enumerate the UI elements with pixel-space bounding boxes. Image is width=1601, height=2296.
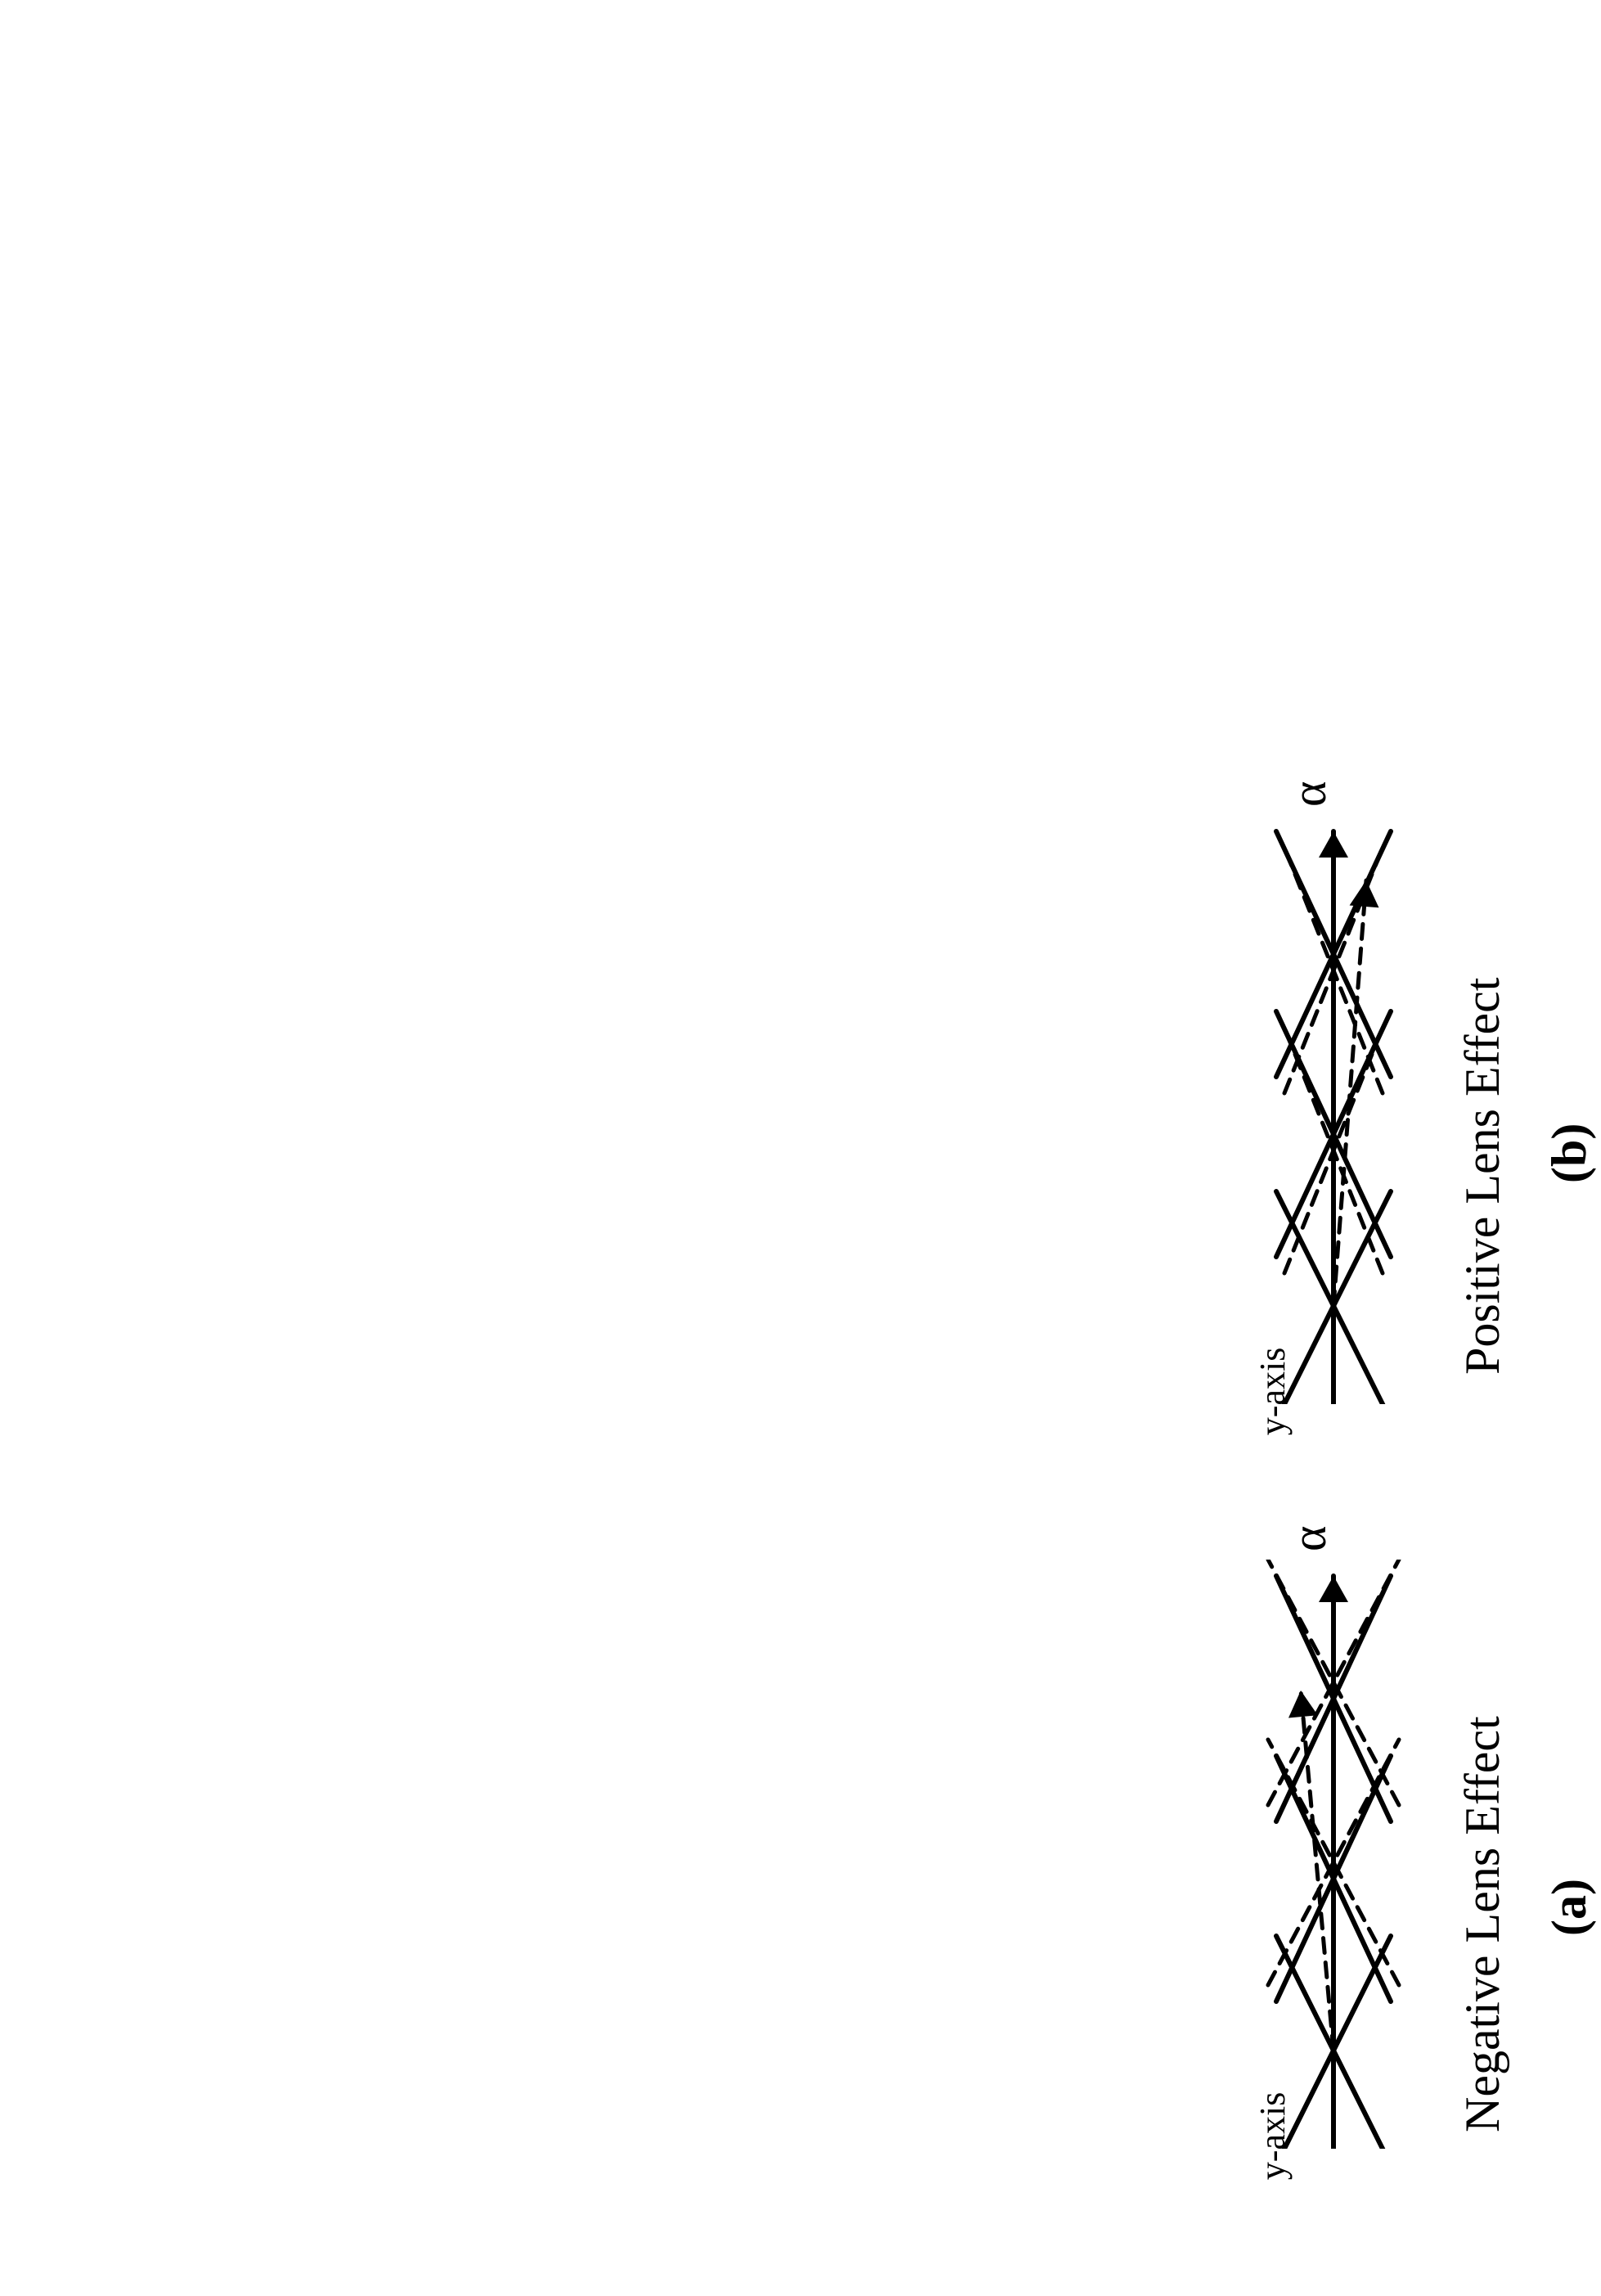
panel-a-subtitle: Negative Lens Effect: [1455, 1592, 1511, 2132]
page: y-axis α Negative Lens Effect (a) y-axis…: [0, 0, 1601, 2296]
panel-a-diagram: [1252, 1560, 1415, 2149]
panel-b-subtitle: Positive Lens Effect: [1455, 835, 1511, 1375]
panel-b-diagram: [1252, 815, 1415, 1404]
panel-a-letter: (a): [1541, 1855, 1598, 1936]
panel-b-alpha-label: α: [1281, 758, 1338, 807]
panel-b-yaxis-label: y-axis: [1252, 1317, 1293, 1435]
panel-a-yaxis-label: y-axis: [1252, 2061, 1293, 2180]
panel-b-letter: (b): [1541, 1102, 1598, 1183]
panel-a-alpha-label: α: [1281, 1502, 1338, 1551]
